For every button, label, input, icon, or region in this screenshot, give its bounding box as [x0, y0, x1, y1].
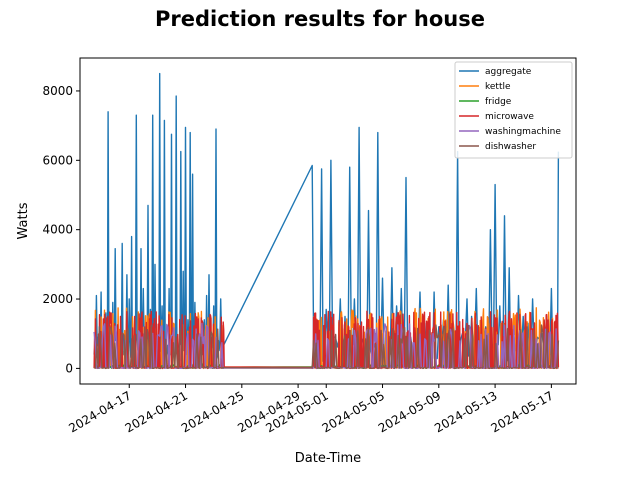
series-line-dishwasher	[93, 324, 560, 370]
plot-area	[93, 72, 560, 370]
legend-entry: microwave	[485, 112, 534, 122]
legend-entry: dishwasher	[485, 142, 536, 152]
series-layer	[93, 72, 560, 370]
axes-frame	[79, 57, 577, 385]
x-tick-label: 2024-04-21	[123, 388, 190, 435]
x-axis: 2024-04-172024-04-212024-04-252024-04-29…	[66, 384, 556, 435]
legend-entry: aggregate	[485, 67, 532, 77]
x-tick-label: 2024-04-25	[179, 388, 246, 435]
x-axis-label: Date-Time	[295, 451, 361, 466]
y-tick-label: 4000	[42, 223, 73, 237]
y-tick-label: 6000	[42, 153, 73, 167]
legend-box	[454, 61, 573, 159]
x-tick-label: 2024-05-17	[488, 388, 555, 435]
y-tick-label: 2000	[42, 292, 73, 306]
x-tick-label: 2024-05-05	[320, 388, 387, 435]
x-tick-label: 2024-05-13	[432, 388, 499, 435]
chart-title: Prediction results for house	[155, 7, 485, 31]
x-tick-label: 2024-05-09	[376, 388, 443, 435]
y-axis-label: Watts	[16, 202, 31, 239]
y-tick-label: 8000	[42, 84, 73, 98]
legend-entry: fridge	[485, 97, 512, 107]
legend-entry: washingmachine	[485, 127, 561, 137]
y-axis: 0 2000 4000 6000 8000	[42, 84, 80, 375]
legend-entry: kettle	[485, 82, 511, 92]
x-tick-label: 2024-04-17	[66, 388, 133, 435]
legend: aggregate kettle fridge microwave washingmac…	[454, 61, 573, 159]
y-tick-label: 0	[65, 361, 73, 375]
